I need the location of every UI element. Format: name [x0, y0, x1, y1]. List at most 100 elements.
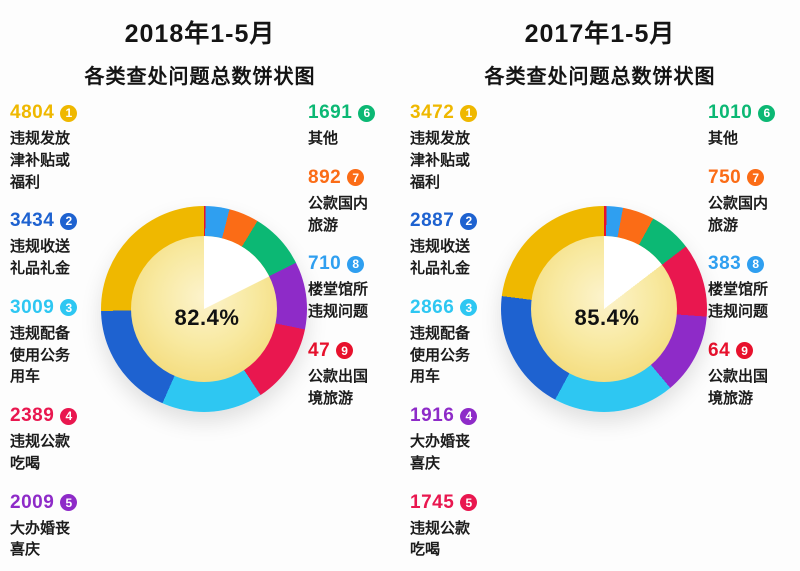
legend-rank-badge: 7 [347, 169, 365, 187]
legend-column-right: 1010 6 其他 750 7 公款国内旅游 383 8 楼堂馆所违规问题 64 9 公款出国境旅游 [708, 102, 794, 409]
legend-rank-badge: 9 [736, 342, 754, 360]
legend-head: 1745 5 [410, 492, 496, 514]
legend-head: 892 7 [308, 167, 394, 189]
legend-head: 4804 1 [10, 102, 96, 124]
legend-value: 383 [708, 253, 742, 275]
center-percent-label: 82.4% [174, 305, 240, 330]
legend-item: 383 8 楼堂馆所违规问题 [708, 253, 794, 323]
legend-label: 违规公款吃喝 [410, 519, 471, 559]
legend-item: 710 8 楼堂馆所违规问题 [308, 253, 394, 323]
legend-label: 其他 [708, 130, 739, 147]
legend-head: 47 9 [308, 340, 394, 362]
chart-title-year: 2017年1-5月 [524, 20, 676, 48]
legend-rank-badge: 8 [347, 255, 365, 273]
legend-item: 3009 3 违规配备使用公务用车 [10, 297, 96, 388]
legend-head: 2009 5 [10, 492, 96, 514]
legend-value: 4804 [10, 102, 55, 123]
donut-chart: 85.4% [501, 206, 707, 412]
legend-head: 3472 1 [410, 102, 496, 124]
legend-item: 4804 1 违规发放津补贴或福利 [10, 102, 96, 193]
legend-label: 违规发放津补贴或福利 [410, 130, 471, 191]
legend-item: 1010 6 其他 [708, 102, 794, 150]
legend-value: 3009 [10, 296, 55, 318]
legend-item: 2866 3 违规配备使用公务用车 [410, 297, 496, 388]
legend-value: 64 [708, 339, 731, 361]
legend-head: 383 8 [708, 253, 794, 275]
legend-column-left: 3472 1 违规发放津补贴或福利 2887 2 违规收送礼品礼金 2866 3 违规配备使用公… [410, 102, 496, 561]
donut-remainder-wedge [131, 236, 277, 382]
legend-rank-badge: 4 [60, 407, 78, 425]
legend-label: 其他 [308, 130, 339, 147]
legend-column-left: 4804 1 违规发放津补贴或福利 3434 2 违规收送礼品礼金 3009 3 违规配备使用公… [10, 102, 96, 561]
legend-head: 64 9 [708, 340, 794, 362]
legend-item: 1691 6 其他 [308, 102, 394, 150]
center-percent-label: 85.4% [574, 305, 640, 330]
donut-inner-pie: 82.4% [131, 236, 277, 382]
legend-item: 750 7 公款国内旅游 [708, 167, 794, 237]
legend-value: 750 [708, 166, 742, 188]
chart-title-year: 2018年1-5月 [124, 20, 276, 48]
legend-item: 64 9 公款出国境旅游 [708, 340, 794, 410]
legend-label: 违规收送礼品礼金 [410, 238, 471, 277]
legend-rank-badge: 5 [60, 494, 78, 511]
legend-label: 违规公款吃喝 [10, 433, 71, 472]
legend-rank-badge: 8 [747, 255, 765, 273]
legend-value: 1745 [410, 491, 455, 513]
legend-item: 2389 4 违规公款吃喝 [10, 405, 96, 475]
legend-head: 2389 4 [10, 405, 96, 427]
legend-head: 1691 6 [308, 102, 394, 124]
panel-2018: 2018年1-5月 各类查处问题总数饼状图 4804 1 违规发放津补贴或福利 343… [10, 20, 394, 561]
legend-label: 违规收送礼品礼金 [10, 238, 71, 277]
legend-label: 大办婚丧喜庆 [10, 519, 71, 559]
legend-value: 2389 [10, 405, 55, 426]
legend-rank-badge: 1 [60, 104, 78, 122]
legend-value: 1916 [410, 405, 455, 426]
legend-value: 47 [308, 339, 331, 361]
legend-value: 710 [308, 253, 342, 275]
legend-head: 2866 3 [410, 297, 496, 319]
legend-rank-badge: 6 [358, 104, 376, 122]
donut-remainder-wedge [531, 236, 677, 382]
legend-rank-badge: 3 [460, 299, 478, 317]
legend-label: 公款出国境旅游 [708, 367, 769, 407]
legend-rank-badge: 4 [460, 407, 478, 425]
legend-value: 3434 [10, 210, 55, 232]
donut-inner-pie: 85.4% [531, 236, 677, 382]
legend-label: 公款国内旅游 [708, 194, 769, 234]
legend-label: 违规配备使用公务用车 [10, 324, 71, 386]
legend-value: 1010 [708, 102, 753, 123]
legend-rank-badge: 6 [758, 104, 776, 122]
legend-label: 大办婚丧喜庆 [410, 433, 471, 472]
legend-value: 892 [308, 166, 342, 188]
legend-rank-badge: 1 [460, 104, 478, 122]
legend-label: 楼堂馆所违规问题 [708, 281, 769, 320]
legend-head: 1916 4 [410, 405, 496, 427]
chart-title-subtitle: 各类查处问题总数饼状图 [84, 66, 316, 88]
legend-value: 2009 [10, 491, 55, 513]
legend-label: 违规发放津补贴或福利 [10, 130, 71, 191]
legend-value: 3472 [410, 102, 455, 123]
legend-rank-badge: 3 [60, 299, 78, 317]
legend-item: 3434 2 违规收送礼品礼金 [10, 210, 96, 280]
legend-item: 2887 2 违规收送礼品礼金 [410, 210, 496, 280]
legend-rank-badge: 7 [747, 169, 765, 187]
legend-column-right: 1691 6 其他 892 7 公款国内旅游 710 8 楼堂馆所违规问题 47 9 公款出国境旅游 [308, 102, 394, 409]
panel-2017: 2017年1-5月 各类查处问题总数饼状图 3472 1 违规发放津补贴或福利 288… [400, 0, 800, 571]
chart-title-subtitle: 各类查处问题总数饼状图 [484, 66, 716, 88]
legend-value: 2887 [410, 210, 455, 232]
legend-head: 2887 2 [410, 210, 496, 232]
legend-head: 3434 2 [10, 210, 96, 232]
legend-head: 710 8 [308, 253, 394, 275]
legend-head: 750 7 [708, 167, 794, 189]
legend-item: 892 7 公款国内旅游 [308, 167, 394, 237]
legend-rank-badge: 2 [60, 212, 78, 230]
legend-label: 楼堂馆所违规问题 [308, 281, 369, 320]
legend-label: 公款国内旅游 [308, 194, 369, 234]
legend-value: 1691 [308, 102, 353, 123]
legend-rank-badge: 2 [460, 212, 478, 230]
legend-head: 3009 3 [10, 297, 96, 319]
legend-item: 2009 5 大办婚丧喜庆 [10, 492, 96, 562]
legend-item: 47 9 公款出国境旅游 [308, 340, 394, 410]
legend-value: 2866 [410, 296, 455, 318]
